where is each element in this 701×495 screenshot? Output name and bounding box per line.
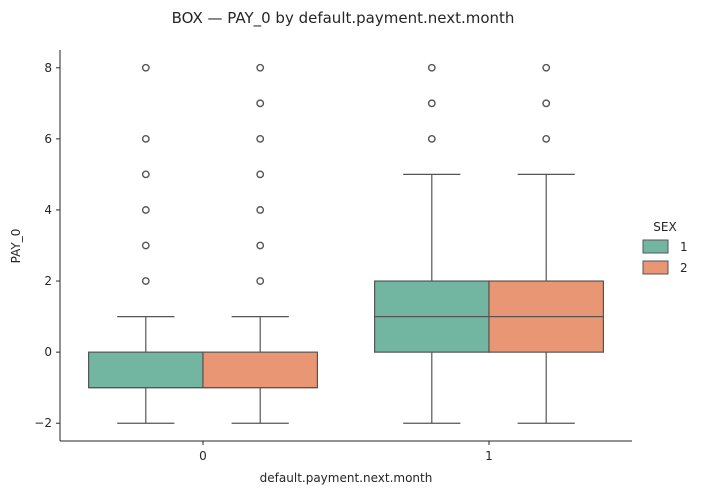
legend-swatch-1 — [642, 239, 669, 254]
chart-title: BOX — PAY_0 by default.payment.next.mont… — [172, 9, 515, 28]
x-axis-label: default.payment.next.month — [260, 471, 433, 485]
box-group-sex-1-cat-1 — [374, 63, 490, 424]
legend-label-1: 1 — [680, 240, 688, 254]
outlier-point — [141, 63, 150, 72]
y-tick-label: −2 — [34, 416, 52, 430]
outlier-point — [141, 241, 150, 250]
outlier-point — [141, 277, 150, 285]
y-tick-label: 2 — [44, 274, 52, 288]
y-tick-label: 8 — [44, 61, 52, 75]
outlier-point — [141, 134, 150, 143]
outlier-point — [256, 134, 265, 143]
x-tick-label: 0 — [199, 449, 207, 463]
x-tick-label: 1 — [485, 449, 493, 463]
outlier-point — [256, 206, 265, 214]
outlier-point — [542, 134, 551, 143]
y-axis: −2 0 2 4 6 8 — [34, 50, 61, 441]
legend-swatch-2 — [642, 260, 669, 275]
outlier-point — [427, 99, 436, 108]
outlier-point — [256, 170, 265, 179]
outlier-point — [256, 277, 265, 285]
box-rect — [202, 351, 319, 389]
outlier-point — [256, 63, 265, 72]
outlier-point — [542, 63, 551, 72]
y-tick-label: 0 — [44, 345, 52, 359]
legend: SEX 1 2 — [642, 220, 688, 275]
outlier-point — [141, 170, 150, 179]
plot-area — [87, 63, 605, 424]
box-group-sex-2-cat-0 — [202, 63, 319, 424]
y-axis-label: PAY_0 — [9, 229, 23, 264]
y-tick-label: 4 — [44, 203, 52, 217]
outlier-point — [141, 206, 150, 214]
box-rect — [87, 351, 204, 389]
box-group-sex-1-cat-0 — [87, 63, 204, 424]
outlier-point — [256, 241, 265, 250]
outlier-point — [256, 99, 265, 108]
box-group-sex-2-cat-1 — [488, 63, 605, 424]
y-tick-label: 6 — [44, 132, 52, 146]
legend-label-2: 2 — [680, 261, 688, 275]
outlier-point — [542, 99, 551, 108]
outlier-point — [427, 63, 436, 72]
legend-title: SEX — [653, 220, 676, 234]
outlier-point — [427, 134, 436, 143]
